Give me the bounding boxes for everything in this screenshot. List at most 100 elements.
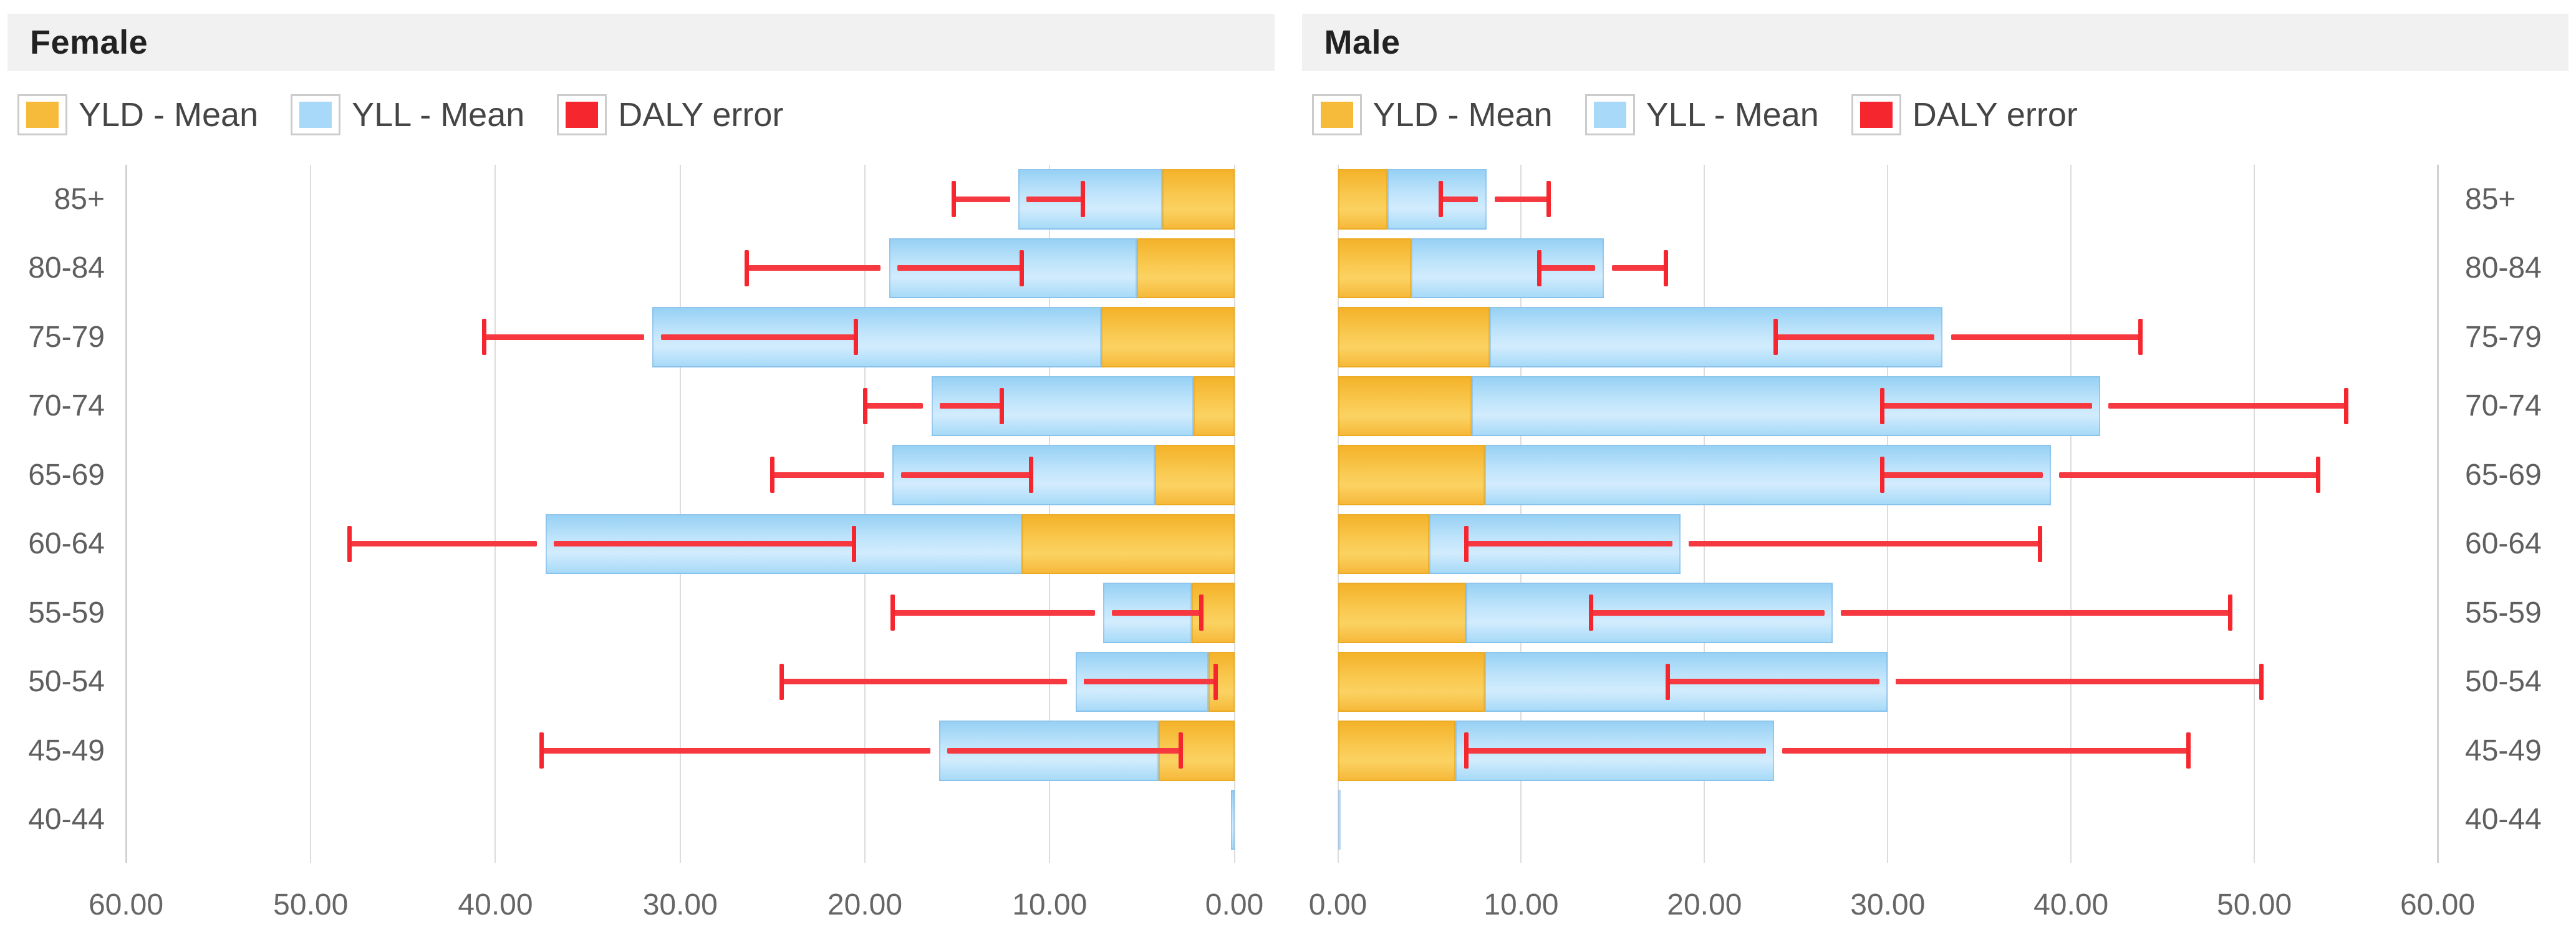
yld-bar[interactable]	[1338, 238, 1412, 298]
error-cap	[779, 663, 784, 700]
panel-male: Male YLD - Mean YLL - Mean DALY error 0.…	[1301, 14, 2569, 921]
plot-female: 60.00 50.00 40.00 30.00 20.00 10.00 0.00	[89, 165, 1263, 921]
age-label: 40-44	[2465, 803, 2542, 837]
error-cap	[482, 319, 487, 356]
legend-female: YLD - Mean YLL - Mean DALY error	[17, 92, 1275, 137]
yld-bar[interactable]	[1338, 651, 1485, 712]
legend-item-yll[interactable]: YLL - Mean	[1585, 94, 1819, 135]
error-cap	[851, 525, 856, 562]
error-whisker	[1896, 679, 2262, 685]
chart-row-70-74	[126, 372, 1235, 441]
chart-row-75-79	[126, 303, 1235, 372]
error-cap	[2037, 525, 2042, 562]
yll-bar[interactable]	[1230, 789, 1235, 850]
error-whisker	[940, 403, 1002, 409]
yld-bar[interactable]	[1338, 513, 1430, 574]
chart-row-60-64	[126, 510, 1235, 579]
yld-bar[interactable]	[1101, 307, 1235, 367]
error-cap	[539, 732, 544, 769]
error-cap	[1666, 663, 1671, 700]
error-whisker	[1111, 609, 1202, 616]
age-label: 70-74	[28, 389, 105, 423]
error-cap	[999, 387, 1004, 424]
error-whisker	[746, 265, 881, 271]
error-whisker	[1591, 609, 1825, 616]
chart-row-40-44	[126, 785, 1235, 855]
age-label: 70-74	[2465, 389, 2542, 423]
error-cap	[862, 387, 867, 424]
error-whisker	[1084, 679, 1216, 685]
yll-bar[interactable]	[652, 307, 1102, 367]
legend-item-yll[interactable]: YLL - Mean	[291, 94, 524, 135]
yld-bar[interactable]	[1338, 583, 1467, 643]
error-whisker	[772, 472, 885, 478]
age-label: 65-69	[2465, 458, 2542, 492]
age-label: 40-44	[28, 803, 105, 837]
legend-item-daly-error[interactable]: DALY error	[1851, 94, 2078, 135]
age-label: 75-79	[2465, 320, 2542, 354]
plot-right-gutter	[1235, 165, 1275, 854]
error-whisker	[1026, 196, 1083, 202]
error-whisker	[1494, 196, 1549, 202]
chart-row-65-69	[126, 440, 1235, 510]
error-cap	[890, 595, 895, 631]
error-cap	[2316, 457, 2321, 493]
error-whisker	[1466, 541, 1672, 547]
yld-bar[interactable]	[1136, 238, 1235, 298]
axis-tick-label: 30.00	[1850, 888, 1926, 921]
error-whisker	[900, 472, 1031, 478]
age-axis-male: 85+ 80-84 75-79 70-74 65-69 60-64 55-59 50-54 45…	[2438, 165, 2569, 854]
axis-tick-label: 50.00	[2217, 888, 2292, 921]
gridline	[310, 165, 312, 863]
error-whisker	[484, 334, 644, 340]
age-label: 50-54	[2465, 665, 2542, 699]
yld-bar[interactable]	[1338, 445, 1485, 505]
yld-bar[interactable]	[1338, 307, 1490, 367]
panel-female: Female YLD - Mean YLL - Mean DALY error …	[7, 14, 1275, 921]
axis-tick-label: 0.00	[1308, 888, 1368, 921]
error-whisker	[947, 747, 1181, 754]
gridline	[1704, 165, 1705, 863]
yld-bar[interactable]	[1338, 721, 1455, 781]
error-whisker	[865, 403, 924, 409]
error-whisker	[1775, 334, 1935, 340]
yld-bar[interactable]	[1194, 376, 1235, 436]
error-whisker	[541, 747, 931, 754]
error-cap	[1179, 732, 1184, 769]
error-whisker	[1689, 541, 2040, 547]
error-cap	[853, 319, 858, 356]
error-cap	[1664, 250, 1669, 286]
panel-title-male: Male	[1301, 14, 2569, 71]
age-axis-female: 85+ 80-84 75-79 70-74 65-69 60-64 55-59 50-54 45…	[7, 165, 126, 854]
yld-bar[interactable]	[1338, 169, 1387, 230]
yld-bar[interactable]	[1338, 376, 1472, 436]
legend-item-yld[interactable]: YLD - Mean	[17, 94, 258, 135]
legend-item-daly-error[interactable]: DALY error	[557, 94, 783, 135]
yll-bar[interactable]	[1018, 169, 1162, 230]
daly-pyramid-dashboard: Female YLD - Mean YLL - Mean DALY error …	[7, 14, 2569, 921]
error-whisker	[2108, 403, 2347, 409]
axis-tick-label: 10.00	[1483, 888, 1559, 921]
yld-bar[interactable]	[1162, 169, 1235, 230]
page-title: Male	[1324, 24, 1401, 61]
yld-bar[interactable]	[1021, 513, 1235, 574]
legend-item-yld[interactable]: YLD - Mean	[1311, 94, 1553, 135]
age-label: 85+	[2465, 182, 2516, 216]
yll-bar[interactable]	[1338, 789, 1341, 850]
chart-row-75-79	[1338, 303, 2438, 372]
axis-tick-label: 40.00	[2033, 888, 2109, 921]
chart-row-50-54	[1338, 648, 2438, 717]
daly-error-swatch-icon	[557, 94, 607, 135]
yld-bar[interactable]	[1155, 445, 1235, 505]
yll-bar[interactable]	[931, 376, 1194, 436]
age-label: 80-84	[28, 251, 105, 285]
error-whisker	[953, 196, 1010, 202]
error-cap	[1537, 250, 1542, 286]
plot-male: 0.00 10.00 20.00 30.00 40.00 50.00 60.00	[1309, 165, 2475, 921]
error-cap	[951, 181, 956, 218]
error-cap	[2343, 387, 2348, 424]
age-label: 80-84	[2465, 251, 2542, 285]
error-whisker	[660, 334, 856, 340]
axis-tick-label: 60.00	[88, 888, 164, 921]
chart-row-65-69	[1338, 440, 2438, 510]
